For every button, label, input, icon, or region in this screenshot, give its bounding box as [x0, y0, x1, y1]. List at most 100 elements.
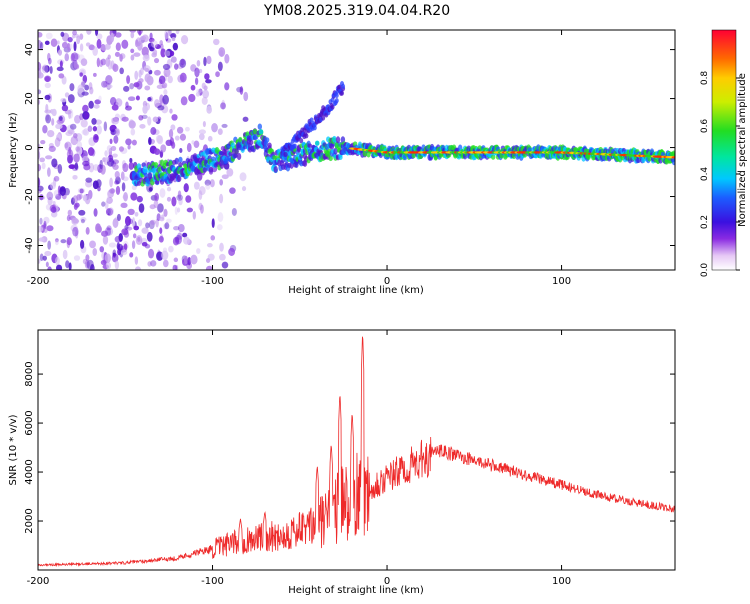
spectrogram-noise-point: [101, 230, 109, 237]
spectrogram-noise-point: [124, 216, 131, 227]
spectrogram-noise-point: [239, 86, 244, 95]
spectrogram-noise-point: [168, 245, 174, 253]
spectrogram-noise-point: [134, 266, 142, 270]
spectrogram-noise-point: [133, 52, 141, 57]
spectrogram-noise-point: [126, 75, 131, 84]
spectrogram-noise-point: [106, 225, 112, 231]
spectrogram-noise-point: [80, 58, 88, 66]
spectrogram-noise-point: [46, 225, 54, 232]
spectrogram-noise-point: [147, 261, 152, 267]
spectrogram-noise-point: [193, 140, 200, 148]
spectrogram-noise-point: [147, 248, 155, 259]
spectrogram-noise-point: [85, 42, 91, 47]
spectrogram-noise-point: [45, 155, 53, 160]
spectrogram-noise-point: [107, 208, 111, 216]
spectrogram-noise-point: [132, 233, 137, 239]
spectrogram-noise-point: [64, 142, 69, 149]
spectrogram-y-tick-label: -20: [24, 188, 35, 204]
spectrogram-noise-point: [184, 126, 190, 132]
spectrogram-noise-point: [44, 65, 50, 73]
spectrogram-noise-point: [82, 194, 87, 202]
snr-y-tick-label: 6000: [24, 410, 35, 435]
spectrogram-noise-point: [198, 129, 207, 135]
spectrogram-noise-point: [174, 135, 180, 141]
snr-axes: -200 -100 0 100 2000 4000 6000 8000: [24, 330, 675, 587]
spectrogram-noise-point: [107, 207, 114, 216]
spectrogram-ridge-point: [522, 152, 528, 158]
spectrogram-noise-point: [194, 77, 199, 85]
spectrogram-noise-point: [142, 105, 148, 114]
spectrogram-noise-point: [50, 38, 58, 47]
spectrogram-noise-point: [55, 264, 63, 270]
snr-panel: -200 -100 0 100 2000 4000 6000 8000 Height of s…: [8, 329, 676, 596]
spectrogram-noise-point: [215, 71, 220, 78]
spectrogram-noise-point: [169, 50, 175, 57]
spectrogram-noise-point: [38, 99, 41, 105]
spectrogram-noise-point: [103, 81, 109, 88]
spectrogram-noise-point: [114, 51, 121, 57]
spectrogram-ridge-point: [264, 137, 270, 143]
spectrogram-noise-point: [221, 261, 229, 269]
spectrogram-noise-point: [45, 32, 53, 40]
spectrogram-noise-point: [70, 135, 78, 146]
spectrogram-noise-point: [92, 46, 98, 57]
spectrogram-noise-point: [129, 157, 133, 164]
spectrogram-ridge-point: [236, 152, 242, 161]
spectrogram-noise-point: [107, 54, 111, 60]
colorbar: 0.0 0.2 0.4 0.6 0.8 Normalized spectral ampl…: [700, 29, 748, 277]
spectrogram-noise-point: [127, 96, 136, 102]
spectrogram-noise-point: [163, 68, 171, 78]
spectrogram-noise-point: [134, 256, 139, 265]
spectrogram-noise-point: [115, 98, 123, 107]
spectrogram-noise-point: [58, 73, 65, 79]
spectrogram-noise-point: [164, 30, 169, 40]
spectrogram-noise-point: [226, 168, 234, 177]
spectrogram-noise-point: [67, 110, 72, 120]
spectrogram-noise-point: [171, 196, 177, 207]
spectrogram-noise-point: [47, 266, 52, 270]
spectrogram-noise-point: [106, 145, 112, 153]
spectrogram-noise-point: [88, 100, 94, 109]
spectrogram-branch-point: [299, 138, 304, 144]
spectrogram-noise-point: [39, 253, 44, 262]
spectrogram-noise-point: [170, 32, 177, 39]
spectrogram-noise-point: [207, 135, 213, 142]
spectrogram-noise-point: [125, 138, 132, 146]
spectrogram-noise-point: [127, 144, 131, 150]
spectrogram-noise-point: [151, 52, 157, 58]
spectrogram-noise-point: [82, 104, 89, 113]
spectrogram-noise-point: [104, 253, 111, 264]
spectrogram-noise-point: [94, 99, 101, 105]
spectrogram-noise-point: [198, 186, 206, 196]
spectrogram-ridge-point: [176, 174, 182, 183]
spectrogram-noise-point: [176, 194, 183, 201]
snr-y-tick-label: 4000: [24, 459, 35, 484]
spectrogram-noise-point: [112, 164, 119, 171]
spectrogram-noise-point: [101, 201, 106, 207]
spectrogram-noise-point: [134, 70, 139, 80]
spectrogram-noise-point: [107, 189, 114, 199]
spectrogram-noise-point: [56, 133, 61, 141]
spectrogram-ridge-point: [257, 123, 263, 130]
snr-y-label: SNR (10 * v/v): [8, 414, 19, 485]
spectrogram-noise-point: [38, 163, 42, 172]
spectrogram-noise-point: [241, 186, 247, 192]
spectrogram-noise-point: [97, 186, 101, 192]
spectrogram-noise-point: [115, 32, 122, 38]
spectrogram-noise-point: [206, 242, 213, 248]
spectrogram-noise-point: [128, 218, 134, 225]
spectrogram-noise-point: [100, 164, 106, 175]
spectrogram-noise-point: [121, 182, 126, 192]
spectrogram-noise-point: [206, 55, 212, 65]
spectrogram-noise-point: [110, 145, 117, 152]
spectrogram-noise-point: [118, 146, 124, 152]
spectrogram-noise-point: [88, 82, 93, 90]
spectrogram-noise-point: [182, 232, 188, 238]
spectrogram-noise-point: [112, 218, 119, 228]
spectrogram-noise-point: [73, 132, 78, 139]
spectrogram-noise-point: [72, 226, 79, 237]
spectrogram-noise-point: [106, 195, 110, 203]
spectrogram-noise-point: [179, 133, 186, 141]
spectrogram-noise-point: [209, 179, 215, 188]
spectrogram-noise-point: [79, 33, 84, 40]
